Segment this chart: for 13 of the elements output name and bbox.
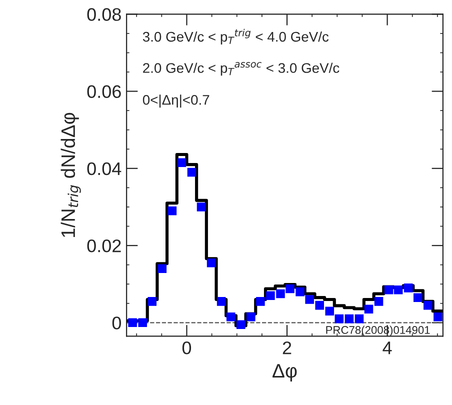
- annotation: 2.0 GeV/c < p$_{T}$$^{assoc}$ < 3.0 GeV/c: [143, 62, 340, 76]
- x-axis-title: Δφ: [272, 364, 297, 382]
- x-tick-label: 4: [382, 342, 392, 354]
- y-tick-label: 0.06: [87, 85, 121, 98]
- x-tick-label: 0: [182, 341, 192, 354]
- y-tick-label: 0.04: [87, 162, 122, 176]
- annotation: 0<|Δη|<0.7: [142, 94, 210, 108]
- y-tick-label: 0: [112, 316, 121, 330]
- x-tick-label: 2: [282, 341, 292, 354]
- y-axis-title: 1/N$_{trig}$ dN/dΔφ: [60, 112, 81, 237]
- annotation: 3.0 GeV/c < p$_{T}$$^{trig}$ < 4.0 GeV/c: [142, 28, 329, 44]
- y-tick-label: 0.08: [87, 8, 121, 21]
- y-tick-label: 0.02: [87, 239, 121, 252]
